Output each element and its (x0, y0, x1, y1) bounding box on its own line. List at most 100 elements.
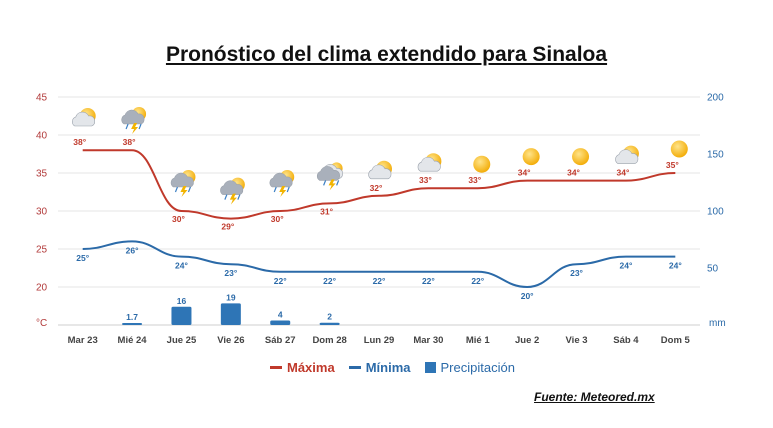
x-tick: Jue 2 (515, 335, 539, 346)
max-label: 29° (221, 222, 234, 232)
sun-shape (473, 155, 491, 173)
legend-prec[interactable]: Precipitación (424, 360, 515, 375)
legend: Máxima Mínima Precipitación (270, 360, 515, 375)
min-label: 20° (521, 291, 534, 301)
max-label: 35° (666, 160, 679, 170)
precip-label: 2 (327, 312, 332, 322)
bolt-shape (131, 123, 139, 134)
max-label: 34° (567, 168, 580, 178)
precip-label: 19 (226, 292, 236, 302)
bolt-shape (229, 193, 237, 205)
legend-min[interactable]: Mínima (348, 360, 411, 375)
rain-shape (187, 186, 192, 193)
temp-lines (82, 149, 676, 289)
x-tick: Vie 3 (566, 335, 588, 346)
min-label: 22° (274, 276, 287, 286)
y-left-tick: 30 (36, 207, 48, 218)
x-tick: Mar 23 (68, 335, 98, 346)
sun-icon (522, 148, 540, 166)
sun-shape (572, 148, 590, 166)
data-labels: 1.7 16 19 4 2 38° 38° 30° 29° 30° 31° 32° 33° 33° 34° 3… (73, 137, 682, 322)
x-tick: Vie 26 (217, 335, 244, 346)
max-label: 30° (172, 214, 185, 224)
legend-prec-label: Precipitación (440, 360, 515, 375)
precip-bar[interactable] (122, 323, 143, 325)
cloud-shape (615, 149, 639, 164)
weather-icons (72, 107, 688, 205)
cloud-shape (220, 180, 244, 195)
cloud-shape (121, 109, 145, 125)
x-tick: Sáb 27 (265, 335, 296, 346)
legend-min-label: Mínima (365, 360, 411, 375)
series-min-line[interactable] (82, 240, 676, 289)
sun-cloud-icon (368, 160, 392, 180)
y-left-tick: 25 (36, 245, 48, 256)
min-label: 22° (422, 276, 435, 286)
legend-min-swatch (348, 366, 361, 369)
storm-sun-icon (170, 170, 196, 197)
legend-max-label: Máxima (287, 360, 335, 375)
sun-cloud-icon (417, 153, 442, 172)
rain-shape (273, 186, 277, 193)
x-tick: Dom 28 (312, 335, 346, 346)
rain-shape (138, 123, 142, 130)
min-label: 26° (126, 245, 139, 255)
min-label: 24° (619, 261, 632, 271)
max-label: 33° (419, 175, 432, 185)
bolt-shape (180, 186, 188, 197)
cloud-shape (368, 164, 392, 180)
rain-shape (125, 123, 129, 130)
bolt-shape (328, 179, 336, 191)
y-left-tick: 45 (36, 93, 48, 104)
x-tick: Mié 24 (118, 335, 148, 346)
cloud-shape (72, 111, 95, 127)
x-tick: Jue 25 (167, 335, 197, 346)
precip-bar[interactable] (220, 303, 241, 325)
min-label: 25° (76, 253, 89, 263)
sun-cloud-icon (615, 145, 639, 164)
sun-shape (522, 148, 540, 166)
y-left-unit: °C (36, 318, 47, 329)
rain-shape (336, 180, 340, 186)
x-tick: Dom 5 (661, 335, 691, 346)
y-left-tick: 35 (36, 169, 48, 180)
storm-sun-icon (121, 107, 147, 134)
precip-bar[interactable] (171, 306, 192, 325)
y-right-unit: mm (709, 318, 726, 329)
legend-prec-swatch (424, 362, 436, 373)
max-label: 32° (370, 183, 383, 193)
legend-max[interactable]: Máxima (270, 360, 335, 375)
source-credit: Fuente: Meteored.mx (534, 390, 655, 404)
precip-bar[interactable] (319, 322, 340, 325)
sun-icon (572, 148, 590, 166)
max-label: 30° (271, 214, 284, 224)
rain-shape (286, 186, 290, 193)
max-label: 34° (616, 168, 629, 178)
sun-shape (670, 140, 688, 158)
max-label: 38° (123, 137, 136, 147)
series-max-line[interactable] (82, 149, 676, 220)
bolt-shape (279, 186, 287, 197)
x-tick: Lun 29 (364, 335, 395, 346)
y-left-tick: 20 (36, 283, 48, 294)
min-label: 23° (570, 268, 583, 278)
max-label: 33° (468, 175, 481, 185)
chart-title: Pronóstico del clima extendido para Sina… (165, 43, 608, 66)
x-tick: Mar 30 (413, 335, 443, 346)
precip-bar[interactable] (270, 320, 291, 325)
cloud-shape (316, 166, 340, 181)
cloud-shape (269, 172, 293, 188)
sun-icon (670, 140, 688, 158)
legend-max-swatch (270, 366, 282, 369)
x-tick: Mié 1 (466, 335, 490, 346)
min-label: 22° (471, 276, 484, 286)
cloud-shape (170, 172, 194, 188)
min-label: 24° (175, 261, 188, 271)
min-label: 24° (669, 261, 682, 271)
sun-cloud-icon (72, 108, 96, 127)
precip-label: 1.7 (126, 312, 138, 322)
y-right-tick: 200 (707, 93, 724, 104)
precip-label: 16 (177, 296, 187, 306)
y-right-tick: 150 (707, 150, 724, 161)
